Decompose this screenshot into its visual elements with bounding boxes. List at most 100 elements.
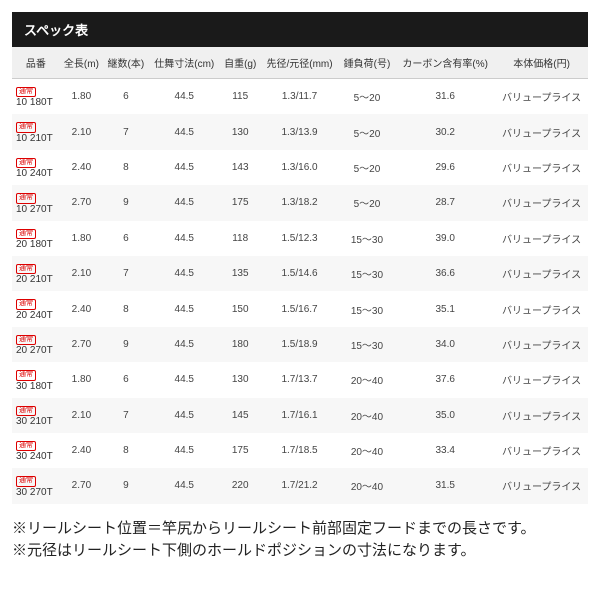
badge: 通常 [16,335,36,345]
item-code: 10 240T [16,168,58,179]
note-0: リールシート位置＝竿尻からリールシート前部固定フードまでの長さです。 [12,518,588,541]
cell-load: 5～20 [339,114,396,149]
cell-closed: 44.5 [149,221,220,256]
cell-dia: 1.7/13.7 [260,362,338,397]
cell-wt: 115 [220,79,260,115]
cell-price: バリュープライス [495,291,588,326]
cell-closed: 44.5 [149,185,220,220]
item-code: 30 180T [16,381,58,392]
table-row: 通常10 210T2.10744.51301.3/13.95～2030.2バリュ… [12,114,588,149]
cell-wt: 145 [220,398,260,433]
item-code: 30 210T [16,416,58,427]
cell-carbon: 36.6 [395,256,495,291]
cell-wt: 150 [220,291,260,326]
cell-load: 20～40 [339,362,396,397]
item-cell: 通常10 180T [12,79,60,115]
cell-len: 2.40 [60,433,104,468]
table-row: 通常10 270T2.70944.51751.3/18.25～2028.7バリュ… [12,185,588,220]
cell-dia: 1.5/12.3 [260,221,338,256]
cell-pcs: 7 [103,114,148,149]
spec-title: スペック表 [12,12,588,47]
cell-dia: 1.3/16.0 [260,150,338,185]
cell-load: 20～40 [339,468,396,503]
cell-price: バリュープライス [495,468,588,503]
cell-load: 20～40 [339,433,396,468]
cell-price: バリュープライス [495,150,588,185]
cell-carbon: 31.5 [395,468,495,503]
cell-dia: 1.7/21.2 [260,468,338,503]
cell-closed: 44.5 [149,256,220,291]
cell-load: 5～20 [339,185,396,220]
cell-dia: 1.5/18.9 [260,327,338,362]
col-5: 先径/元径(mm) [260,47,338,79]
cell-pcs: 7 [103,398,148,433]
cell-len: 2.40 [60,291,104,326]
item-cell: 通常30 180T [12,362,60,397]
item-cell: 通常20 240T [12,291,60,326]
cell-dia: 1.7/18.5 [260,433,338,468]
cell-len: 2.10 [60,114,104,149]
cell-closed: 44.5 [149,114,220,149]
badge: 通常 [16,264,36,274]
cell-closed: 44.5 [149,468,220,503]
cell-len: 1.80 [60,79,104,115]
cell-dia: 1.3/18.2 [260,185,338,220]
cell-pcs: 9 [103,185,148,220]
item-cell: 通常10 210T [12,114,60,149]
badge: 通常 [16,299,36,309]
cell-carbon: 35.0 [395,398,495,433]
item-code: 10 210T [16,133,58,144]
cell-load: 15～30 [339,221,396,256]
cell-price: バリュープライス [495,327,588,362]
cell-pcs: 9 [103,468,148,503]
cell-price: バリュープライス [495,221,588,256]
badge: 通常 [16,87,36,97]
badge: 通常 [16,193,36,203]
table-row: 通常20 240T2.40844.51501.5/16.715～3035.1バリ… [12,291,588,326]
cell-dia: 1.7/16.1 [260,398,338,433]
cell-carbon: 34.0 [395,327,495,362]
cell-len: 1.80 [60,221,104,256]
cell-wt: 143 [220,150,260,185]
item-cell: 通常20 270T [12,327,60,362]
cell-carbon: 31.6 [395,79,495,115]
item-cell: 通常20 180T [12,221,60,256]
cell-price: バリュープライス [495,185,588,220]
cell-len: 2.70 [60,327,104,362]
cell-price: バリュープライス [495,433,588,468]
cell-carbon: 29.6 [395,150,495,185]
cell-wt: 220 [220,468,260,503]
col-4: 自重(g) [220,47,260,79]
cell-pcs: 9 [103,327,148,362]
cell-closed: 44.5 [149,362,220,397]
cell-price: バリュープライス [495,79,588,115]
cell-len: 2.10 [60,256,104,291]
item-cell: 通常30 240T [12,433,60,468]
badge: 通常 [16,370,36,380]
item-code: 10 270T [16,204,58,215]
col-7: カーボン含有率(%) [395,47,495,79]
item-code: 30 270T [16,487,58,498]
cell-dia: 1.3/11.7 [260,79,338,115]
table-row: 通常20 270T2.70944.51801.5/18.915～3034.0バリ… [12,327,588,362]
col-1: 全長(m) [60,47,104,79]
table-row: 通常10 180T1.80644.51151.3/11.75～2031.6バリュ… [12,79,588,115]
cell-wt: 135 [220,256,260,291]
item-cell: 通常30 270T [12,468,60,503]
cell-pcs: 8 [103,433,148,468]
cell-len: 2.40 [60,150,104,185]
notes-block: リールシート位置＝竿尻からリールシート前部固定フードまでの長さです。元径はリール… [12,518,588,563]
badge: 通常 [16,441,36,451]
cell-len: 2.70 [60,185,104,220]
cell-pcs: 6 [103,221,148,256]
cell-wt: 130 [220,114,260,149]
cell-load: 15～30 [339,256,396,291]
item-cell: 通常10 240T [12,150,60,185]
col-2: 継数(本) [103,47,148,79]
cell-carbon: 35.1 [395,291,495,326]
table-row: 通常30 210T2.10744.51451.7/16.120～4035.0バリ… [12,398,588,433]
cell-closed: 44.5 [149,327,220,362]
table-row: 通常20 210T2.10744.51351.5/14.615～3036.6バリ… [12,256,588,291]
cell-price: バリュープライス [495,256,588,291]
cell-load: 15～30 [339,327,396,362]
